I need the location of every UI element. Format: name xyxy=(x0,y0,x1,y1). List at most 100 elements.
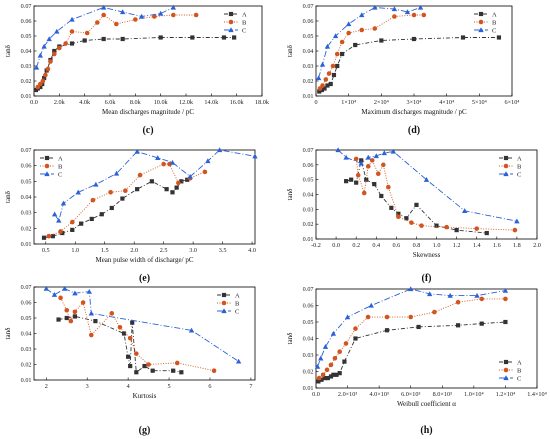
data-point-B xyxy=(35,84,41,90)
y-tick-label: 0.02 xyxy=(21,362,32,369)
data-point-A xyxy=(120,36,125,42)
data-point-B xyxy=(324,367,330,373)
y-tick-label: 0.01 xyxy=(303,385,314,392)
series-line-B xyxy=(355,158,515,231)
y-tick-label: 0.07 xyxy=(21,284,32,291)
data-point-C xyxy=(390,148,397,154)
data-point-C xyxy=(332,33,339,39)
x-tick-label: 5×10⁴ xyxy=(472,99,487,106)
data-point-A xyxy=(120,196,125,201)
x-axis-label: Kurtosis xyxy=(133,392,157,400)
x-axis-label: Mean discharges magnitude / pC xyxy=(102,108,194,116)
data-point-C xyxy=(359,12,365,18)
y-tick-label: 0.07 xyxy=(303,3,314,10)
x-tick-label: 6 xyxy=(208,383,211,390)
data-point-B xyxy=(40,78,46,84)
x-tick-label: 0.8 xyxy=(413,242,421,249)
data-point-B xyxy=(337,349,342,355)
data-point-A xyxy=(232,35,237,40)
data-point-B xyxy=(375,171,381,177)
data-point-B xyxy=(95,20,100,25)
x-tick-label: 2.0 xyxy=(533,242,541,249)
y-tick-label: 0.02 xyxy=(21,225,32,232)
data-point-A xyxy=(134,370,139,375)
data-point-B xyxy=(68,318,74,324)
x-tick-label: 1.2×10⁴ xyxy=(496,391,516,398)
x-tick-label: 0.6 xyxy=(392,242,400,249)
legend-marker-C xyxy=(221,308,227,314)
x-tick-label: -0.2 xyxy=(311,242,321,249)
legend-marker-C xyxy=(503,375,509,381)
data-point-A xyxy=(384,328,390,333)
y-tick-label: 0.03 xyxy=(21,63,32,70)
data-point-A xyxy=(404,216,409,221)
y-tick-label: 0.07 xyxy=(303,147,314,154)
y-tick-label: 0.06 xyxy=(303,18,314,25)
legend-label-A: A xyxy=(517,155,522,162)
data-point-B xyxy=(334,51,340,57)
data-point-C xyxy=(381,150,388,156)
data-point-C xyxy=(75,189,81,195)
data-point-B xyxy=(58,295,63,301)
chart-panel-2: 0.5 1.0 1.5 2.0 2.5 3.0 3.5 4.0 0.01 0.02 0.03 0.04… xyxy=(4,147,258,284)
x-tick-label: 0.0 xyxy=(312,391,320,398)
data-point-B xyxy=(174,360,180,366)
x-tick-label: 1.4 xyxy=(473,242,481,249)
data-point-B xyxy=(38,81,43,87)
data-point-C xyxy=(60,200,67,206)
y-tick-label: 0.02 xyxy=(303,369,314,376)
y-tick-label: 0.03 xyxy=(303,352,314,359)
x-tick-label: 1×10⁴ xyxy=(341,99,356,106)
data-point-B xyxy=(444,224,449,230)
data-point-B xyxy=(320,83,325,88)
y-tick-label: 0.01 xyxy=(21,93,32,100)
data-point-B xyxy=(146,362,151,367)
data-point-C xyxy=(358,160,364,166)
legend-marker-C xyxy=(503,171,509,177)
data-point-B xyxy=(419,223,424,228)
data-point-A xyxy=(379,193,384,199)
data-point-C xyxy=(417,4,424,10)
data-point-A xyxy=(331,72,337,78)
data-point-B xyxy=(372,26,378,31)
y-tick-label: 0.06 xyxy=(303,303,314,310)
panel-label: (e) xyxy=(139,273,150,284)
series-line-A xyxy=(43,179,188,239)
y-axis-label: tanδ xyxy=(4,190,12,203)
data-point-B xyxy=(316,375,322,381)
data-point-A xyxy=(503,319,508,325)
data-point-C xyxy=(315,75,322,81)
data-point-B xyxy=(114,21,119,27)
x-tick-label: 2.5 xyxy=(160,247,168,254)
data-point-B xyxy=(69,29,75,34)
legend-marker-B xyxy=(221,300,227,306)
x-tick-label: 1.2 xyxy=(453,242,461,249)
data-point-A xyxy=(69,41,75,46)
data-point-B xyxy=(70,219,75,225)
data-point-A xyxy=(72,314,78,319)
data-point-A xyxy=(179,179,184,184)
x-tick-label: 4×10⁴ xyxy=(439,99,454,106)
data-point-C xyxy=(205,158,211,164)
data-point-B xyxy=(343,341,349,346)
panel-label: (d) xyxy=(408,125,420,136)
data-point-B xyxy=(359,27,365,33)
x-tick-label: 1.5 xyxy=(101,247,109,254)
legend-label-B: B xyxy=(492,19,497,26)
data-point-A xyxy=(354,180,359,185)
plot-frame xyxy=(33,149,256,245)
x-tick-label: 14.0k xyxy=(204,99,219,106)
data-point-B xyxy=(88,332,94,338)
data-point-B xyxy=(108,190,113,195)
legend-marker-C xyxy=(228,27,234,33)
data-point-C xyxy=(100,4,107,10)
data-point-A xyxy=(396,211,401,216)
data-point-B xyxy=(384,314,390,320)
x-axis-label: Weibull coefficient α xyxy=(397,400,456,408)
x-tick-label: 7 xyxy=(249,383,252,390)
data-point-C xyxy=(365,154,371,160)
data-point-A xyxy=(121,331,127,336)
data-point-A xyxy=(60,230,65,236)
data-point-C xyxy=(514,218,520,224)
